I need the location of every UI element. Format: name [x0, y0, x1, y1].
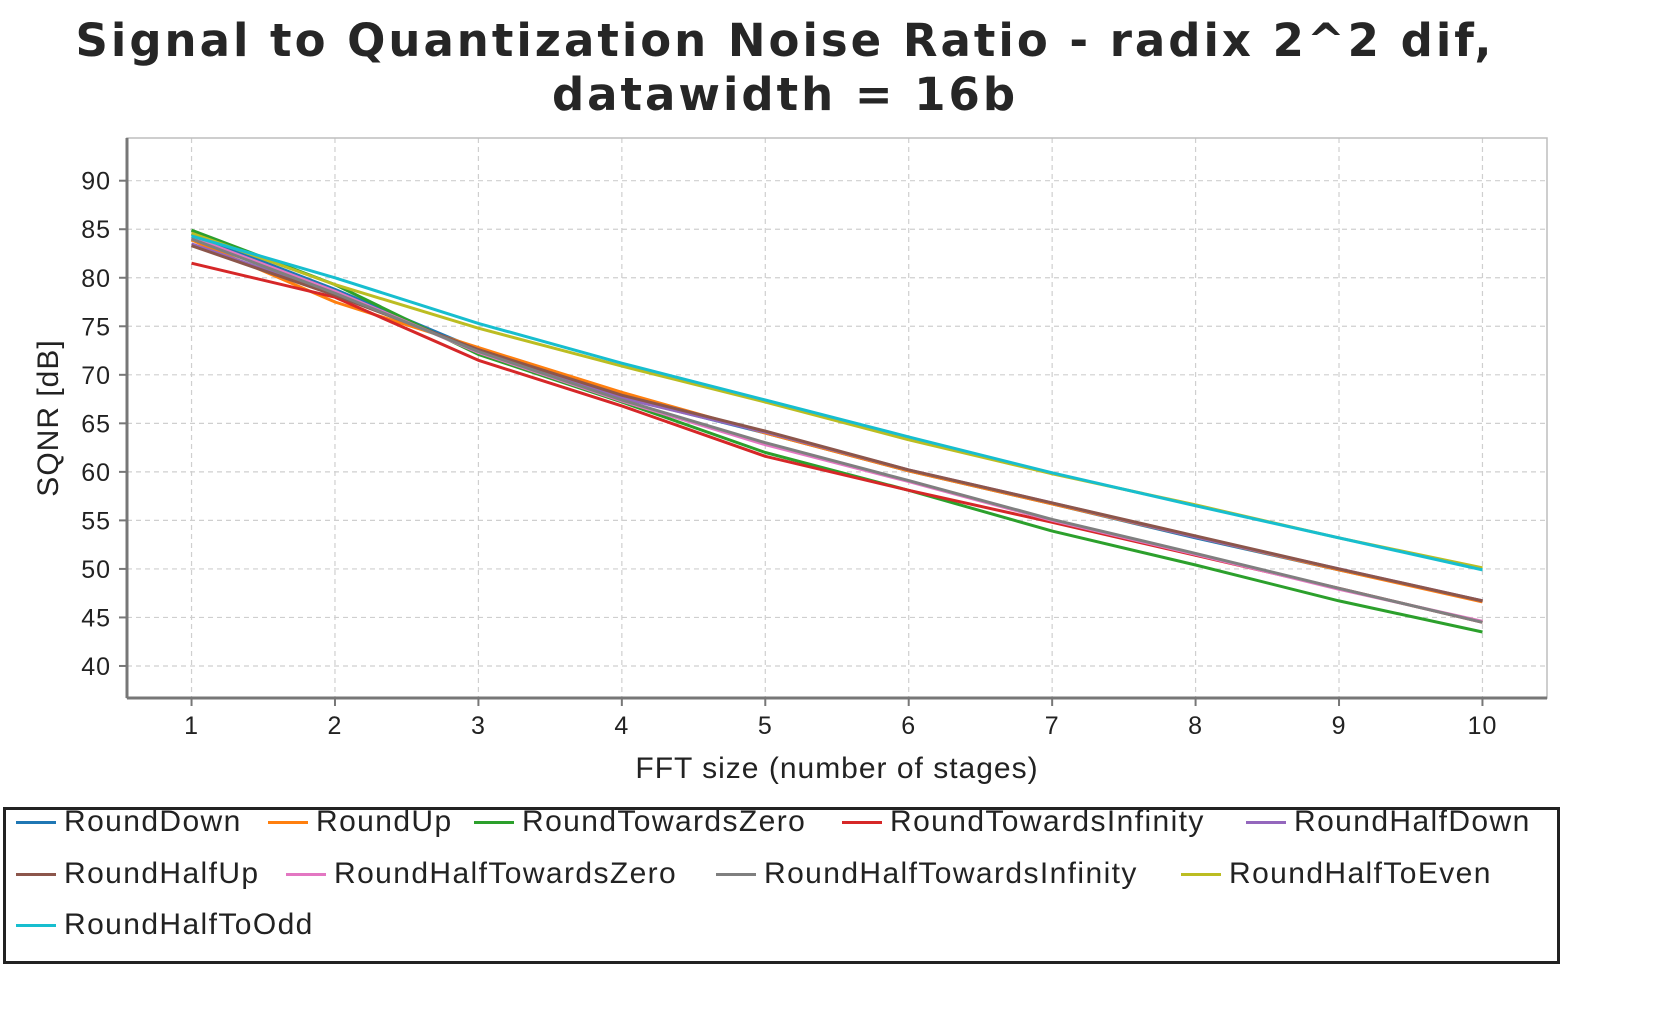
x-tick-label: 9	[1332, 712, 1347, 740]
chart-title: Signal to Quantization Noise Ratio - rad…	[0, 14, 1570, 122]
legend-swatch	[842, 820, 882, 824]
y-tick-label: 80	[81, 265, 111, 293]
legend-label: RoundHalfDown	[1294, 805, 1531, 838]
legend-swatch	[16, 820, 56, 824]
legend-item: RoundTowardsZero	[474, 802, 806, 842]
legend-label: RoundTowardsZero	[522, 805, 807, 838]
y-tick-label: 45	[81, 604, 111, 632]
x-tick-label: 8	[1188, 712, 1203, 740]
legend-item: RoundUp	[268, 802, 453, 842]
plot-frame	[125, 137, 1548, 700]
x-tick-label: 10	[1468, 712, 1498, 740]
legend-swatch	[1181, 872, 1221, 876]
x-tick-label: 6	[901, 712, 916, 740]
legend-item: RoundHalfDown	[1246, 802, 1531, 842]
series-line-RoundHalfToOdd	[191, 234, 1483, 572]
legend-swatch	[716, 872, 756, 876]
legend: RoundDown RoundUp RoundTowardsZero RoundTow…	[3, 805, 1560, 964]
chart-title-line-2: datawidth = 16b	[551, 68, 1019, 121]
legend-label: RoundHalfToOdd	[64, 908, 314, 941]
legend-item: RoundDown	[16, 802, 242, 842]
legend-item: RoundHalfTowardsZero	[286, 854, 677, 894]
x-tick-label: 1	[184, 712, 199, 740]
legend-item: RoundHalfToOdd	[16, 905, 314, 945]
legend-label: RoundUp	[316, 805, 453, 838]
y-tick-label: 75	[81, 313, 111, 341]
legend-label: RoundHalfToEven	[1229, 857, 1492, 890]
legend-swatch	[1246, 820, 1286, 824]
x-tick-label: 4	[614, 712, 629, 740]
x-tick-label: 2	[328, 712, 343, 740]
y-axis-label: SQNR [dB]	[32, 339, 65, 496]
y-tick-label: 90	[81, 168, 111, 196]
x-tick-label: 3	[471, 712, 486, 740]
y-tick-label: 55	[81, 507, 111, 535]
series-line-RoundHalfToEven	[190, 231, 1483, 570]
series-line-RoundTowardsZero	[190, 228, 1483, 634]
legend-swatch	[268, 820, 308, 824]
y-tick-label: 50	[81, 556, 111, 584]
x-tick-label: 7	[1045, 712, 1060, 740]
y-tick-label: 70	[81, 362, 111, 390]
legend-label: RoundDown	[64, 805, 242, 838]
series-lines	[190, 228, 1483, 634]
legend-item: RoundHalfTowardsInfinity	[716, 854, 1138, 894]
x-tick-label: 5	[758, 712, 773, 740]
legend-label: RoundHalfTowardsInfinity	[764, 857, 1138, 890]
legend-label: RoundTowardsInfinity	[890, 805, 1205, 838]
legend-label: RoundHalfTowardsZero	[334, 857, 678, 890]
legend-swatch	[16, 923, 56, 927]
series-line-RoundHalfTowardsInfinity	[190, 237, 1483, 624]
y-tick-label: 40	[81, 653, 111, 681]
x-axis-label: FFT size (number of stages)	[635, 752, 1038, 785]
legend-swatch	[474, 820, 514, 824]
grid-lines	[127, 138, 1547, 698]
legend-item: RoundTowardsInfinity	[842, 802, 1205, 842]
legend-swatch	[16, 872, 56, 876]
y-tick-label: 60	[81, 459, 111, 487]
legend-item: RoundHalfToEven	[1181, 854, 1492, 894]
legend-label: RoundHalfUp	[64, 857, 260, 890]
legend-swatch	[286, 872, 326, 876]
legend-item: RoundHalfUp	[16, 854, 260, 894]
chart-title-line-1: Signal to Quantization Noise Ratio - rad…	[75, 14, 1495, 67]
y-tick-label: 85	[81, 216, 111, 244]
y-tick-label: 65	[81, 410, 111, 438]
